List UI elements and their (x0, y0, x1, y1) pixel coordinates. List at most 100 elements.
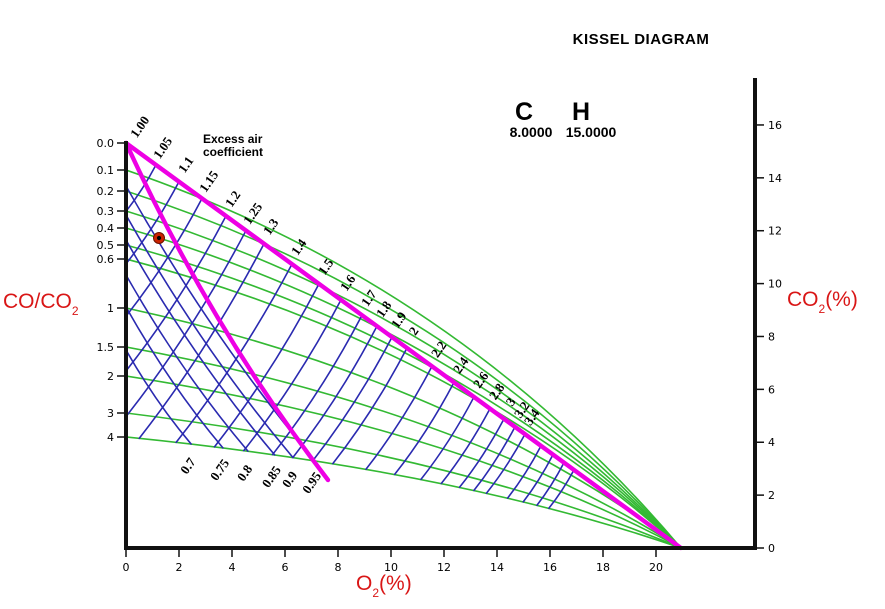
co-co2-ratio-line (125, 436, 682, 549)
x-axis-tick-label: 6 (282, 561, 289, 574)
x-axis-tick-label: 0 (123, 561, 130, 574)
excess-air-line (506, 445, 542, 499)
left-axis-tick-label: 4 (107, 431, 114, 444)
right-axis-tick-label: 0 (768, 542, 775, 555)
right-axis-tick-label: 2 (768, 489, 775, 502)
left-axis-title-text: CO/CO (3, 290, 72, 313)
right-axis-title-post: (%) (825, 288, 858, 311)
excess-air-coefficient-label: 1.5 (315, 255, 337, 277)
substoich-coefficient-label: 0.7 (177, 454, 199, 476)
bottom-axis-title-text: O (356, 572, 373, 595)
bottom-axis-title-post: (%) (379, 572, 412, 595)
excess-air-line (473, 426, 516, 492)
left-axis-tick-label: 0.4 (97, 222, 115, 235)
excess-air-line (125, 164, 157, 213)
x-axis-tick-label: 20 (649, 561, 663, 574)
fuel-carbon-symbol: C (514, 98, 534, 126)
excess-air-line (485, 433, 526, 495)
excess-air-line (440, 407, 491, 485)
co-co2-ratio-line (125, 244, 682, 549)
x-axis-tick-label: 10 (384, 561, 398, 574)
right-axis-title-text: CO (787, 288, 819, 311)
excess-air-coefficient-label: 1.2 (222, 188, 244, 210)
left-axis-title: CO/CO2 (3, 290, 79, 318)
fuel-hydrogen-value: 15.0000 (565, 124, 617, 140)
right-axis-tick-label: 6 (768, 383, 775, 396)
excess-air-coefficient-label: 1.00 (127, 113, 152, 140)
excess-air-line (138, 242, 265, 440)
substoich-excess-air-line (125, 214, 294, 459)
excess-air-line (522, 453, 554, 503)
co-co2-ratio-line (125, 210, 682, 549)
excess-air-line (242, 299, 342, 452)
excess-air-line (125, 197, 203, 318)
data-point-marker-core (156, 235, 162, 241)
x-axis-tick-label: 14 (490, 561, 504, 574)
co-zero-boundary-line (123, 140, 684, 551)
co-co2-ratio-line (125, 375, 682, 549)
stoichiometric-line (123, 140, 331, 483)
left-axis-tick-label: 1.5 (97, 341, 115, 354)
substoich-excess-air-line (125, 306, 224, 449)
right-axis-title-sub: 2 (818, 302, 826, 316)
excess-air-line (536, 461, 565, 507)
excess-air-line (548, 469, 575, 510)
excess-air-line (332, 347, 408, 465)
right-axis-tick-label: 10 (768, 278, 782, 291)
right-axis-tick-label: 8 (768, 330, 775, 343)
excess-air-line (175, 263, 293, 444)
excess-air-line (292, 325, 378, 459)
bottom-axis-title-sub: 2 (372, 586, 380, 600)
excess-air-coefficient-label: 1.25 (240, 199, 266, 227)
excess-air-coefficient-label: 2.6 (470, 368, 492, 390)
co-co2-ratio-line (125, 169, 682, 549)
left-axis-tick-label: 0.2 (97, 185, 115, 198)
left-axis-tick-label: 0.0 (97, 137, 115, 150)
substoich-coefficient-label: 0.8 (234, 462, 256, 484)
excess-air-line (213, 283, 320, 448)
excess-air-coefficient-label: 1.15 (196, 167, 222, 195)
excess-air-line (125, 215, 227, 372)
co-co2-ratio-line (125, 258, 682, 549)
bottom-axis-title: O2(%) (356, 572, 412, 600)
excess-air-coefficient-label: 1.1 (175, 154, 197, 176)
substoich-coefficient-label: 0.85 (259, 463, 285, 491)
co-co2-ratio-line (125, 227, 682, 549)
left-axis-tick-label: 0.5 (97, 239, 115, 252)
excess-air-annotation: Excess air coefficient (203, 133, 263, 159)
x-axis-tick-label: 16 (543, 561, 557, 574)
excess-air-line (271, 314, 363, 456)
left-axis-title-sub: 2 (71, 304, 79, 318)
excess-air-coefficient-label: 2.4 (450, 354, 472, 376)
right-axis-tick-label: 4 (768, 436, 775, 449)
x-axis-tick-label: 18 (596, 561, 610, 574)
right-axis-title: CO2(%) (787, 288, 858, 316)
left-axis-tick-label: 0.3 (97, 205, 115, 218)
excess-air-line (420, 396, 475, 481)
right-axis-tick-label: 16 (768, 119, 782, 132)
excess-air-coefficient-label: 1.05 (150, 134, 176, 162)
excess-air-annotation-line1: Excess air (203, 132, 263, 146)
substoich-excess-air-line (125, 274, 249, 452)
left-axis-tick-label: 0.1 (97, 164, 115, 177)
excess-air-line (393, 381, 455, 476)
excess-air-line (365, 365, 433, 471)
substoich-excess-air-line (125, 239, 276, 456)
co-co2-ratio-line (125, 346, 682, 549)
fuel-hydrogen-symbol: H (571, 98, 591, 126)
page-title: KISSEL DIAGRAM (572, 31, 710, 48)
left-axis-tick-label: 2 (107, 370, 114, 383)
right-axis-tick-label: 12 (768, 225, 782, 238)
left-axis-tick-label: 1 (107, 302, 114, 315)
left-axis-tick-label: 3 (107, 407, 114, 420)
x-axis-tick-label: 4 (229, 561, 236, 574)
substoich-excess-air-line (125, 349, 192, 445)
excess-air-line (125, 229, 247, 418)
excess-air-coefficient-label: 1.3 (260, 215, 282, 237)
x-axis-tick-label: 12 (437, 561, 451, 574)
left-axis-tick-label: 0.6 (97, 253, 115, 266)
excess-air-line (312, 336, 393, 462)
excess-air-annotation-line2: coefficient (203, 145, 264, 159)
